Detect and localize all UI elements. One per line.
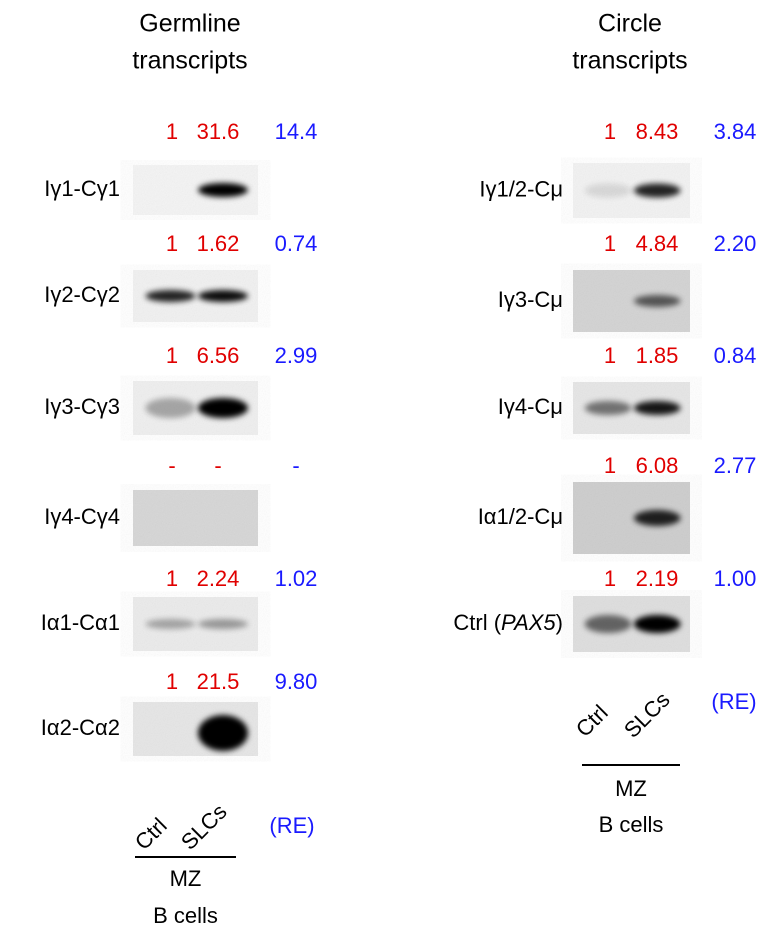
unit-label: (RE) [711, 689, 756, 714]
relative-expression: 1 [166, 231, 178, 256]
relative-expression: 9.80 [275, 669, 318, 694]
panel-title: transcripts [132, 47, 247, 75]
relative-expression: 1 [604, 119, 616, 144]
row-label: Iα1/2-Cμ [478, 504, 563, 529]
group-label: B cells [153, 903, 218, 928]
panel-title: Circle [598, 10, 662, 38]
relative-expression: 1.00 [714, 566, 757, 591]
relative-expression: 3.84 [714, 119, 757, 144]
lane-label: SLCs [176, 799, 232, 855]
row-label: Iγ1-Cγ1 [44, 176, 120, 201]
label-part: PAX5 [501, 610, 556, 635]
group-label: MZ [170, 866, 202, 891]
gel-band [634, 510, 681, 526]
gel-band [198, 183, 248, 197]
relative-expression: 2.20 [714, 231, 757, 256]
group-label: MZ [615, 776, 647, 801]
relative-expression: 0.74 [275, 231, 318, 256]
relative-expression: 2.77 [714, 453, 757, 478]
gel-band [634, 615, 681, 633]
gel-band [198, 619, 248, 629]
relative-expression: - [292, 453, 299, 478]
relative-expression: 4.84 [636, 231, 679, 256]
figure: Germline transcripts 1 31.6 14.4 Iγ1-Cγ1 1 1.62… [0, 0, 767, 947]
relative-expression: 0.84 [714, 343, 757, 368]
gel-band [146, 619, 196, 629]
row-label: Iα1-Cα1 [41, 610, 120, 635]
relative-expression: 6.56 [197, 343, 240, 368]
relative-expression: 1 [166, 343, 178, 368]
gel-band [585, 401, 632, 415]
relative-expression: 1 [166, 566, 178, 591]
relative-expression: 14.4 [275, 119, 318, 144]
gel-band [146, 290, 196, 302]
panel-title: Germline [139, 10, 240, 38]
label-part: ) [556, 610, 563, 635]
gel-band [198, 290, 248, 302]
relative-expression: 6.08 [636, 453, 679, 478]
gel-band [585, 184, 632, 198]
row-label: Iγ2-Cγ2 [44, 282, 120, 307]
row-label: Iγ4-Cμ [498, 394, 563, 419]
row-label: Iγ1/2-Cμ [479, 176, 563, 201]
lane-label: SLCs [619, 687, 675, 743]
gel-band [146, 398, 196, 418]
relative-expression: 2.99 [275, 343, 318, 368]
row-label: Iγ3-Cγ3 [44, 394, 120, 419]
row-label: Iγ4-Cγ4 [44, 504, 120, 529]
gel-noise [133, 490, 258, 546]
gel-band [198, 715, 248, 751]
relative-expression: 1 [604, 453, 616, 478]
relative-expression: 1.02 [275, 566, 318, 591]
row-label: Ctrl (PAX5) [453, 610, 563, 635]
unit-label: (RE) [269, 813, 314, 838]
panel-title: transcripts [572, 47, 687, 75]
gel-band [198, 398, 248, 418]
relative-expression: 21.5 [197, 669, 240, 694]
relative-expression: 1 [166, 119, 178, 144]
relative-expression: - [214, 453, 221, 478]
relative-expression: 1.62 [197, 231, 240, 256]
row-label: Iγ3-Cμ [498, 287, 563, 312]
relative-expression: 2.19 [636, 566, 679, 591]
relative-expression: 1.85 [636, 343, 679, 368]
gel-band [585, 615, 632, 633]
group-label: B cells [599, 812, 664, 837]
relative-expression: 1 [604, 343, 616, 368]
relative-expression: 1 [604, 566, 616, 591]
row-label: Iα2-Cα2 [41, 715, 120, 740]
relative-expression: 1 [166, 669, 178, 694]
relative-expression: 8.43 [636, 119, 679, 144]
relative-expression: 2.24 [197, 566, 240, 591]
gel-band [634, 295, 681, 307]
label-part: Ctrl ( [453, 610, 501, 635]
relative-expression: - [168, 453, 175, 478]
lane-label: Ctrl [130, 813, 172, 855]
relative-expression: 1 [604, 231, 616, 256]
lane-label: Ctrl [571, 700, 613, 742]
gel-band [634, 401, 681, 415]
relative-expression: 31.6 [197, 119, 240, 144]
gel-band [634, 184, 681, 198]
